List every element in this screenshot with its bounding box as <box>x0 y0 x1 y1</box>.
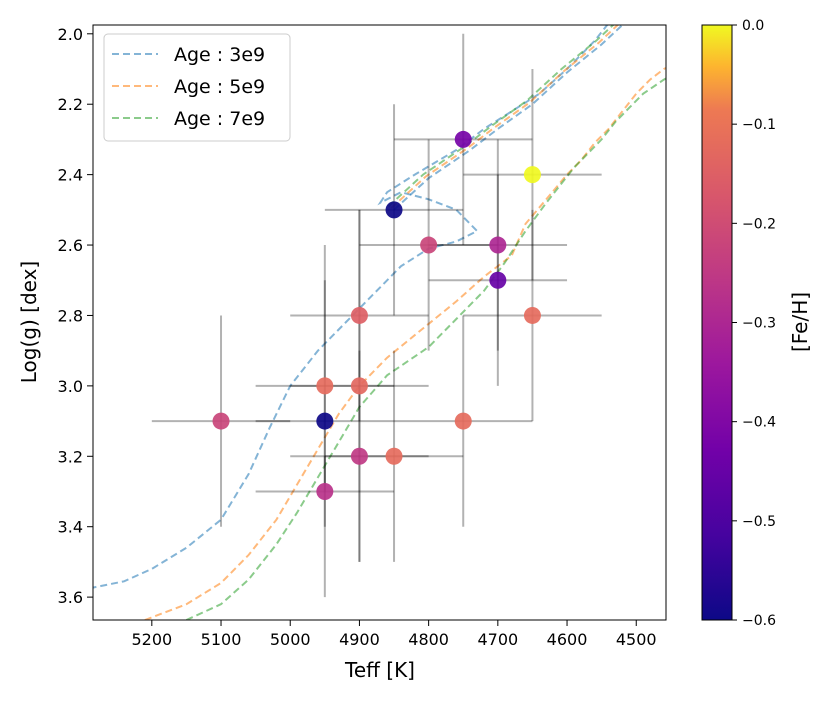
data-point <box>385 447 403 465</box>
colorbar-gradient <box>701 24 733 621</box>
plot-area <box>93 25 666 620</box>
x-axis-label: Teff [K] <box>344 658 415 682</box>
x-tick-label: 4800 <box>408 630 449 649</box>
data-point <box>316 377 334 395</box>
colorbar: 0.0 −0.1 −0.2 −0.3 −0.4 −0.5 −0.6 [Fe/H] <box>701 18 812 629</box>
isochrone-line-2 <box>144 66 666 620</box>
legend-label-age-5e9: Age : 5e9 <box>174 76 265 98</box>
colorbar-tick-label: −0.4 <box>742 415 776 431</box>
y-tick-label: 2.8 <box>58 306 83 325</box>
y-tick-label: 2.6 <box>58 236 83 255</box>
x-tick-label: 4700 <box>477 630 518 649</box>
y-axis-label: Log(g) [dex] <box>17 261 41 383</box>
colorbar-ticks: 0.0 −0.1 −0.2 −0.3 −0.4 −0.5 −0.6 <box>732 18 776 629</box>
colorbar-tick-label: −0.1 <box>742 117 776 133</box>
x-tick-label: 5200 <box>131 630 172 649</box>
data-point <box>316 412 334 430</box>
colorbar-tick-label: −0.5 <box>742 514 776 530</box>
colorbar-tick-label: −0.3 <box>742 316 776 332</box>
legend-box <box>103 33 291 142</box>
data-point <box>454 130 472 148</box>
y-tick-label: 3.4 <box>58 518 83 537</box>
data-point <box>316 482 334 500</box>
data-point <box>489 236 507 254</box>
data-point <box>523 306 541 324</box>
isochrone-line-1 <box>93 25 609 589</box>
legend-label-age-3e9: Age : 3e9 <box>174 44 265 66</box>
colorbar-tick-label: 0.0 <box>742 18 764 34</box>
data-point <box>385 201 403 219</box>
y-tick-label: 3.6 <box>58 588 83 607</box>
data-point <box>454 412 472 430</box>
data-point <box>350 377 368 395</box>
axes: 5200 5100 5000 4900 4800 4700 4600 4500 2.0 2.2 2.… <box>58 25 657 649</box>
x-tick-label: 4900 <box>339 630 380 649</box>
x-tick-label: 4600 <box>547 630 588 649</box>
legend: Age : 3e9 Age : 5e9 Age : 7e9 <box>103 33 291 142</box>
data-point <box>523 166 541 184</box>
isochrone-branch-1 <box>393 25 624 211</box>
colorbar-tick-label: −0.2 <box>742 216 776 232</box>
plot-frame <box>92 24 667 621</box>
y-tick-label: 3.0 <box>58 377 83 396</box>
isochrone-branch-2 <box>390 25 620 209</box>
data-point <box>212 412 230 430</box>
y-tick-label: 3.2 <box>58 447 83 466</box>
colorbar-tick-label: −0.6 <box>742 613 776 629</box>
y-tick-label: 2.0 <box>58 25 83 44</box>
data-point <box>489 271 507 289</box>
data-point <box>350 306 368 324</box>
y-tick-label: 2.4 <box>58 166 83 185</box>
y-tick-label: 2.2 <box>58 95 83 114</box>
colorbar-label: [Fe/H] <box>788 292 812 352</box>
x-tick-label: 5000 <box>270 630 311 649</box>
data-point <box>350 447 368 465</box>
x-tick-label: 5100 <box>201 630 242 649</box>
data-point <box>420 236 438 254</box>
isochrone-branch-3 <box>387 25 615 208</box>
x-tick-label: 4500 <box>616 630 657 649</box>
legend-label-age-7e9: Age : 7e9 <box>174 108 265 130</box>
